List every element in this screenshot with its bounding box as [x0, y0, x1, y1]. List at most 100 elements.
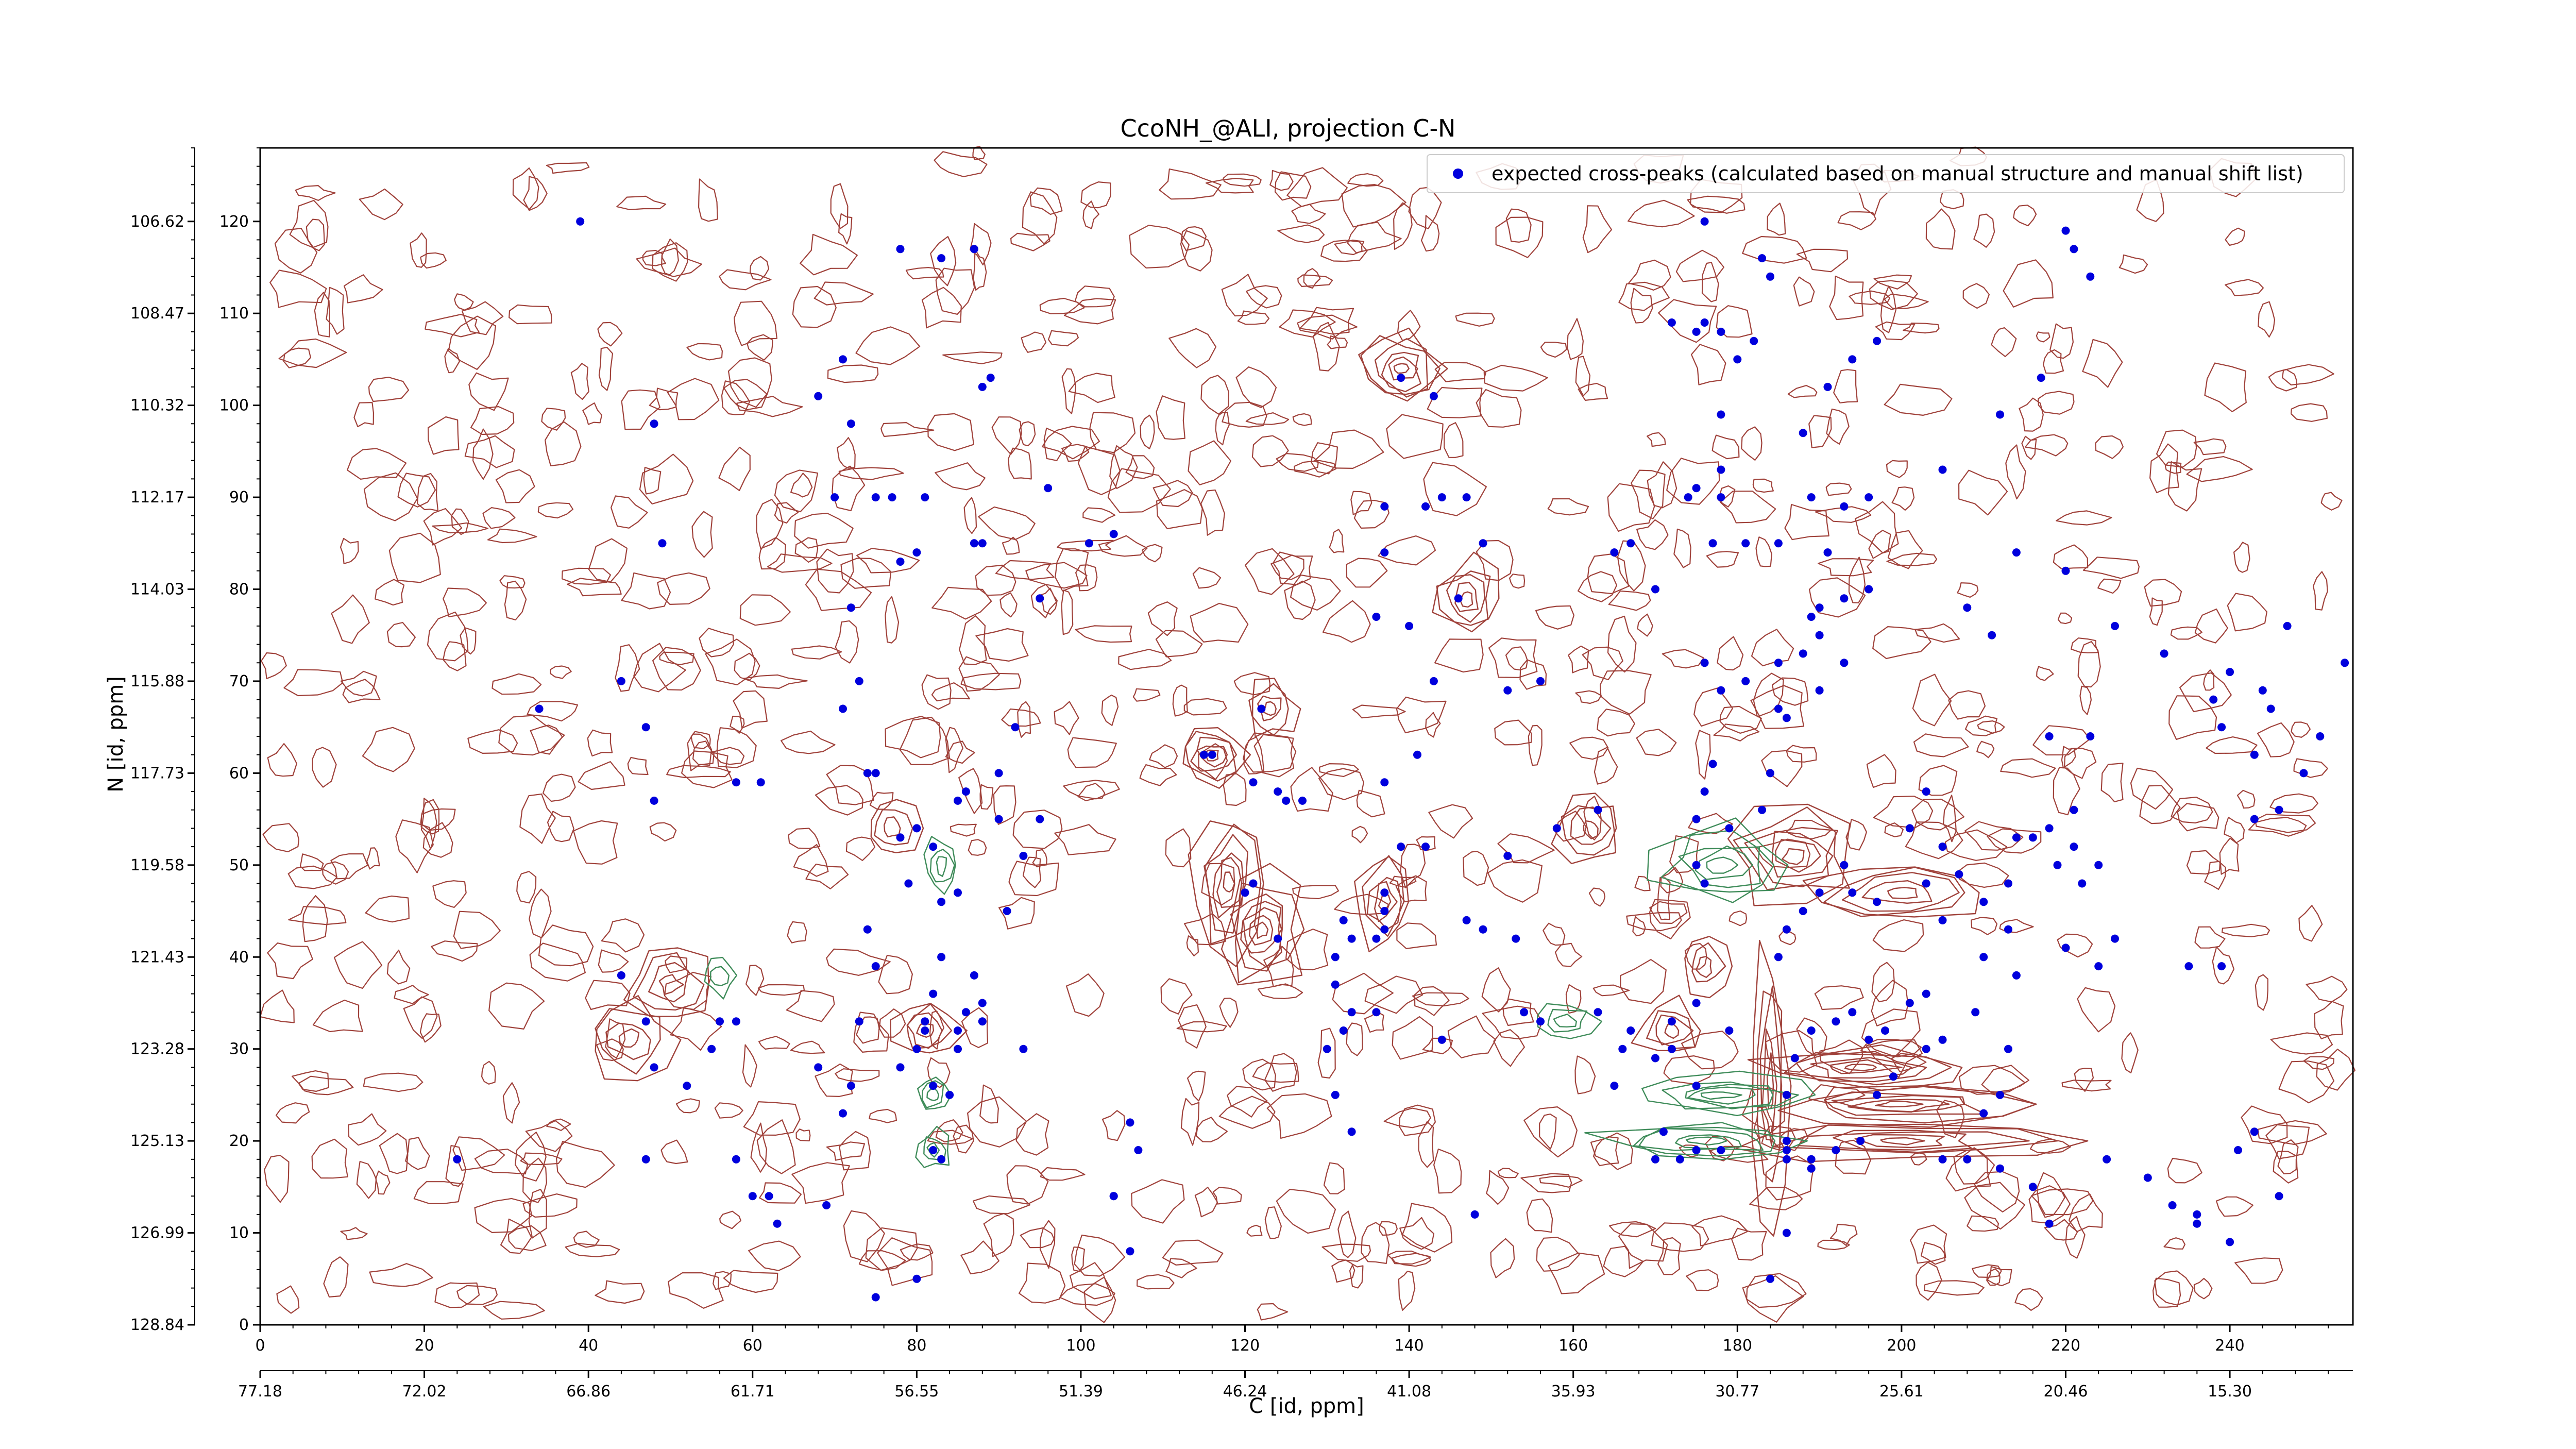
y-axis-label: N [id, ppm] — [104, 676, 128, 793]
peak-point — [1766, 1274, 1774, 1283]
y-ppm-tick-label-8: 114.03 — [130, 581, 184, 599]
peak-point — [756, 778, 765, 787]
peak-point — [2266, 704, 2275, 713]
x-tick-label-1: 20 — [414, 1337, 434, 1355]
peak-point — [2004, 1044, 2012, 1053]
peak-point — [954, 1026, 962, 1035]
peak-point — [2045, 1219, 2054, 1228]
peak-point — [658, 539, 667, 548]
peak-point — [937, 898, 946, 906]
peak-point — [1257, 704, 1266, 713]
legend: expected cross-peaks (calculated based o… — [1427, 154, 2345, 193]
peak-point — [748, 1192, 757, 1201]
peak-point — [1109, 530, 1118, 538]
peak-layer — [453, 217, 2349, 1302]
peak-point — [2012, 833, 2021, 842]
y-tick-label-6: 60 — [229, 764, 249, 782]
x-tick-label-10: 200 — [1887, 1337, 1916, 1355]
peak-point — [2226, 668, 2234, 677]
x-ppm-tick-label-7: 41.08 — [1387, 1383, 1431, 1401]
peak-point — [1865, 585, 1873, 594]
peak-point — [1815, 603, 1824, 612]
y-tick-label-10: 100 — [219, 397, 249, 415]
contour-layer — [260, 146, 2355, 1323]
peak-point — [1922, 1044, 1930, 1053]
legend-label: expected cross-peaks (calculated based o… — [1492, 162, 2303, 185]
peak-point — [994, 815, 1003, 823]
peak-point — [1700, 787, 1709, 796]
peak-point — [896, 833, 905, 842]
peak-point — [929, 1146, 938, 1154]
peak-point — [1692, 861, 1701, 869]
peak-point — [954, 888, 962, 897]
peak-point — [1380, 888, 1389, 897]
peak-point — [2094, 861, 2103, 869]
peak-point — [1922, 879, 1930, 888]
peak-point — [1019, 1044, 1028, 1053]
peak-point — [1938, 1035, 1947, 1044]
peak-point — [929, 1082, 938, 1090]
peak-point — [2045, 732, 2054, 740]
x-tick-label-5: 100 — [1066, 1337, 1095, 1355]
peak-point — [707, 1044, 716, 1053]
peak-point — [1380, 548, 1389, 557]
peak-point — [912, 824, 921, 833]
peak-point — [1331, 980, 1340, 989]
peak-point — [1774, 659, 1783, 667]
x-ppm-tick-label-3: 61.71 — [731, 1383, 775, 1401]
peak-point — [1807, 493, 1816, 502]
peak-point — [1372, 934, 1381, 943]
y-tick-label-5: 50 — [229, 856, 249, 874]
peak-point — [650, 796, 658, 805]
peak-point — [1807, 1164, 1816, 1173]
peak-point — [2209, 695, 2218, 704]
x-ppm-tick-label-12: 15.30 — [2208, 1383, 2252, 1401]
peak-point — [961, 787, 970, 796]
x-ppm-tick-label-0: 77.18 — [238, 1383, 282, 1401]
peak-point — [1938, 465, 1947, 474]
peak-point — [1774, 953, 1783, 962]
peak-point — [1503, 686, 1512, 695]
peak-point — [2258, 686, 2267, 695]
peak-point — [1684, 493, 1692, 502]
x-ppm-tick-label-11: 20.46 — [2044, 1383, 2088, 1401]
peak-point — [2283, 621, 2292, 630]
peak-point — [1126, 1247, 1134, 1256]
peak-point — [978, 999, 987, 1007]
peak-point — [1782, 1146, 1791, 1154]
peak-point — [1840, 659, 1849, 667]
x-ppm-tick-label-8: 35.93 — [1551, 1383, 1596, 1401]
peak-point — [773, 1219, 782, 1228]
peak-point — [1019, 852, 1028, 860]
peak-point — [970, 971, 978, 980]
peak-point — [1889, 1072, 1897, 1081]
peak-point — [2070, 843, 2078, 851]
y-ppm-tick-label-3: 123.28 — [130, 1040, 184, 1058]
peak-point — [1109, 1192, 1118, 1201]
peak-point — [1873, 336, 1882, 345]
peak-point — [2045, 824, 2054, 833]
peak-point — [871, 962, 880, 971]
peak-point — [2217, 723, 2226, 732]
y-tick-label-4: 40 — [229, 948, 249, 966]
peak-point — [1512, 934, 1520, 943]
x-tick-label-3: 60 — [743, 1337, 762, 1355]
peak-point — [2028, 1183, 2037, 1191]
y-ppm-tick-label-7: 115.88 — [130, 672, 184, 690]
peak-point — [2143, 1173, 2152, 1182]
peak-point — [641, 723, 650, 732]
peak-point — [1725, 1026, 1734, 1035]
peak-point — [2217, 962, 2226, 971]
peak-point — [1470, 1210, 1479, 1219]
peak-point — [888, 493, 896, 502]
peak-point — [1848, 888, 1857, 897]
peak-point — [2103, 1155, 2111, 1164]
peak-point — [1298, 796, 1307, 805]
peak-point — [1372, 613, 1381, 621]
x-tick-label-9: 180 — [1723, 1337, 1752, 1355]
x-ppm-tick-label-10: 25.61 — [1879, 1383, 1924, 1401]
x-ppm-tick-label-4: 56.55 — [894, 1383, 939, 1401]
peak-point — [1717, 686, 1725, 695]
peak-point — [1618, 1044, 1627, 1053]
x-tick-label-6: 120 — [1230, 1337, 1260, 1355]
